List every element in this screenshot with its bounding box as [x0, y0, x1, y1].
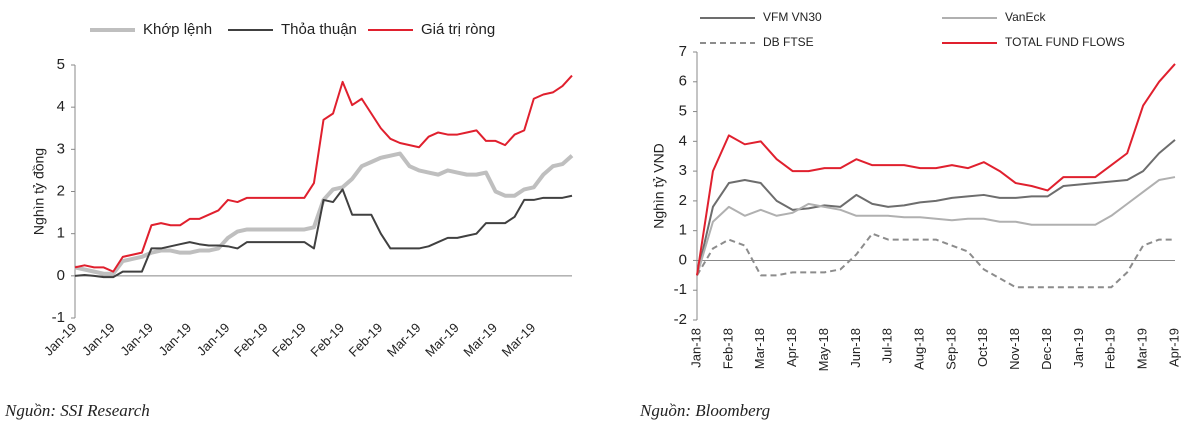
y-tick-label: 2 — [679, 192, 687, 209]
series-line — [74, 188, 573, 279]
x-tick-label: Apr-19 — [1166, 328, 1181, 367]
y-tick-label: -1 — [52, 309, 65, 326]
y-axis-title: Nghìn tỷ đồng — [31, 148, 47, 235]
y-tick-label: 3 — [57, 140, 65, 157]
legend-label: Giá trị ròng — [421, 21, 495, 38]
x-tick-label: May-18 — [816, 328, 831, 371]
x-tick-label: Mar-19 — [499, 320, 539, 360]
x-tick-label: Mar-19 — [460, 320, 500, 360]
series-line — [74, 151, 574, 276]
x-tick-label: Dec-18 — [1039, 328, 1054, 370]
series-line — [696, 232, 1175, 289]
x-tick-label: Feb-19 — [346, 320, 386, 360]
legend-label: VanEck — [1005, 10, 1046, 24]
series-line — [74, 74, 573, 273]
legend-label: VFM VN30 — [763, 10, 822, 24]
x-tick-label: Jan-19 — [79, 320, 118, 359]
x-tick-label: Mar-19 — [1135, 328, 1150, 369]
x-tick-label: Mar-18 — [752, 328, 767, 369]
y-tick-label: 5 — [679, 103, 687, 120]
x-tick-label: Jan-19 — [156, 320, 195, 359]
y-tick-label: 3 — [679, 162, 687, 179]
x-tick-label: Nov-18 — [1007, 328, 1022, 370]
series-line — [696, 139, 1176, 276]
x-tick-label: Jan-19 — [117, 320, 156, 359]
x-tick-label: Feb-19 — [1103, 328, 1118, 369]
y-tick-label: 4 — [57, 98, 65, 115]
series-line — [696, 63, 1176, 276]
x-tick-label: Feb-19 — [269, 320, 309, 360]
legend-label: DB FTSE — [763, 35, 814, 49]
source: Nguồn: SSI Research — [4, 401, 150, 420]
y-tick-label: 0 — [57, 267, 65, 284]
x-tick-label: Apr-18 — [784, 328, 799, 367]
x-tick-label: Oct-18 — [975, 328, 990, 367]
y-tick-label: 0 — [679, 251, 687, 268]
source: Nguồn: Bloomberg — [639, 401, 770, 420]
y-tick-label: 4 — [679, 132, 687, 149]
y-tick-label: 6 — [679, 73, 687, 90]
x-tick-label: Jan-19 — [1071, 328, 1086, 368]
x-tick-label: Sep-18 — [943, 328, 958, 370]
legend-label: Khớp lệnh — [143, 21, 212, 38]
x-tick-label: Feb-19 — [231, 320, 271, 360]
x-tick-label: Feb-19 — [307, 320, 347, 360]
x-tick-label: Aug-18 — [912, 328, 927, 370]
y-tick-label: 1 — [57, 225, 65, 242]
y-tick-label: 7 — [679, 43, 687, 60]
x-tick-label: Jan-19 — [194, 320, 233, 359]
x-tick-label: Mar-19 — [384, 320, 424, 360]
x-tick-label: Jul-18 — [880, 328, 895, 363]
legend-label: Thỏa thuận — [281, 21, 357, 38]
x-tick-label: Jan-18 — [688, 328, 703, 368]
x-tick-label: Mar-19 — [422, 320, 462, 360]
x-tick-label: Jun-18 — [848, 328, 863, 368]
y-tick-label: 5 — [57, 56, 65, 73]
legend-label: TOTAL FUND FLOWS — [1005, 35, 1125, 49]
y-axis-title: Nghìn tỷ VND — [651, 143, 667, 229]
y-tick-label: -1 — [674, 281, 687, 298]
series-line — [696, 176, 1176, 276]
y-tick-label: 1 — [679, 222, 687, 239]
x-tick-label: Feb-18 — [720, 328, 735, 369]
y-tick-label: 2 — [57, 182, 65, 199]
y-tick-label: -2 — [674, 311, 687, 328]
